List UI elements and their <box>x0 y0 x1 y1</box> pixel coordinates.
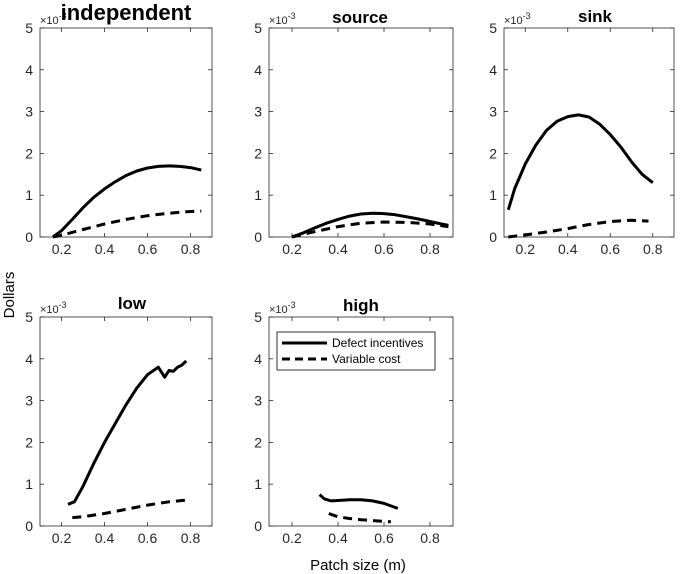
series-variable-cost-low <box>72 498 187 520</box>
x-tick-label: 0.2 <box>282 241 302 257</box>
series-variable-cost-independent <box>52 209 202 239</box>
y-tick-label: 5 <box>25 20 33 36</box>
panel-sink: 0.2 0.4 0.6 0.8 0 1 2 3 4 5 ×10-3 sink <box>489 7 675 257</box>
x-tick-label: 0.8 <box>420 530 440 546</box>
y-tick-label: 0 <box>254 229 262 245</box>
x-tick-label: 0.6 <box>374 241 394 257</box>
series-defect-incentives-sink <box>506 113 654 211</box>
panel-title-source: source <box>332 8 388 27</box>
y-tick-label: 1 <box>254 476 262 492</box>
y-scale-exponent: ×10-3 <box>40 300 67 316</box>
axes-box-sink <box>503 27 675 238</box>
y-axis-label: Dollars <box>1 272 18 319</box>
panel-title-low: low <box>118 294 147 313</box>
y-tick-label: 5 <box>25 309 33 325</box>
y-tick-label: 0 <box>25 518 33 534</box>
x-axis-label: Patch size (m) <box>310 557 406 574</box>
y-tick-label: 2 <box>489 145 497 161</box>
legend-label-defect: Defect incentives <box>332 336 423 350</box>
y-tick-label: 0 <box>254 518 262 534</box>
series-defect-incentives-high <box>318 493 399 510</box>
y-tick-label: 1 <box>25 476 33 492</box>
series-defect-incentives-independent <box>52 164 202 239</box>
y-tick-label: 0 <box>489 229 497 245</box>
series-defect-incentives-low <box>67 359 188 506</box>
y-tick-label: 2 <box>25 434 33 450</box>
x-tick-label: 0.4 <box>558 241 578 257</box>
x-tick-label: 0.2 <box>516 241 536 257</box>
y-tick-label: 1 <box>25 187 33 203</box>
y-tick-label: 4 <box>254 351 262 367</box>
axes-box-low <box>39 316 213 527</box>
x-tick-label: 0.6 <box>374 530 394 546</box>
x-tick-label: 0.6 <box>138 530 158 546</box>
x-tick-label: 0.8 <box>420 241 440 257</box>
y-tick-label: 4 <box>25 351 33 367</box>
x-tick-label: 0.2 <box>52 241 72 257</box>
legend-label-variable: Variable cost <box>332 352 401 366</box>
series-defect-incentives-source <box>291 211 449 239</box>
y-tick-label: 1 <box>489 187 497 203</box>
y-scale-exponent: ×10-3 <box>269 300 296 316</box>
series-variable-cost-source <box>291 220 449 239</box>
panel-title-sink: sink <box>578 7 613 26</box>
y-tick-label: 3 <box>25 104 33 120</box>
x-tick-label: 0.4 <box>328 530 348 546</box>
y-scale-exponent: ×10-3 <box>269 11 296 27</box>
x-tick-label: 0.2 <box>52 530 72 546</box>
y-tick-label: 3 <box>489 104 497 120</box>
x-tick-label: 0.4 <box>95 530 115 546</box>
x-tick-label: 0.2 <box>282 530 302 546</box>
x-tick-label: 0.4 <box>328 241 348 257</box>
y-tick-label: 0 <box>25 229 33 245</box>
x-tick-label: 0.6 <box>138 241 158 257</box>
x-tick-label: 0.4 <box>95 241 115 257</box>
y-tick-label: 4 <box>25 62 33 78</box>
y-tick-label: 4 <box>254 62 262 78</box>
panel-low: 0.2 0.4 0.6 0.8 0 1 2 3 4 5 ×10-3 low <box>25 294 213 546</box>
y-scale-exponent: ×10-3 <box>504 11 531 27</box>
panel-title-independent: independent <box>61 0 192 25</box>
y-tick-label: 3 <box>25 393 33 409</box>
y-tick-label: 3 <box>254 393 262 409</box>
y-tick-label: 4 <box>489 62 497 78</box>
axes-box-source <box>268 27 454 238</box>
series-variable-cost-high <box>328 512 391 524</box>
legend: Defect incentives Variable cost <box>276 331 436 371</box>
y-tick-label: 5 <box>489 20 497 36</box>
x-tick-label: 0.8 <box>181 530 201 546</box>
y-tick-label: 2 <box>254 145 262 161</box>
panel-source: 0.2 0.4 0.6 0.8 0 1 2 3 4 5 ×10-3 source <box>254 8 454 257</box>
y-tick-label: 5 <box>254 309 262 325</box>
x-tick-label: 0.6 <box>601 241 621 257</box>
legend-box <box>276 331 436 371</box>
y-tick-label: 5 <box>254 20 262 36</box>
x-tick-label: 0.8 <box>181 241 201 257</box>
axes-box-independent <box>39 27 213 238</box>
y-tick-label: 2 <box>254 434 262 450</box>
x-tick-label: 0.8 <box>643 241 663 257</box>
y-tick-label: 2 <box>25 145 33 161</box>
panel-title-high: high <box>343 296 379 315</box>
y-tick-label: 1 <box>254 187 262 203</box>
series-variable-cost-sink <box>508 218 649 239</box>
y-tick-label: 3 <box>254 104 262 120</box>
